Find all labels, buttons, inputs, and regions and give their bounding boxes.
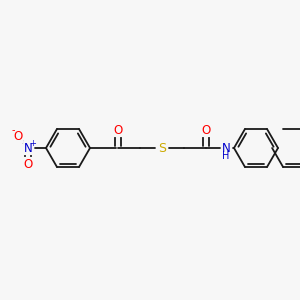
Text: N: N <box>24 142 32 154</box>
Text: O: O <box>23 158 33 170</box>
Text: +: + <box>30 139 36 148</box>
Text: N: N <box>222 142 230 154</box>
Text: -: - <box>11 125 15 135</box>
Text: S: S <box>158 142 166 154</box>
Text: O: O <box>201 124 211 136</box>
Text: O: O <box>14 130 22 142</box>
Text: H: H <box>222 151 230 161</box>
Text: O: O <box>113 124 123 136</box>
